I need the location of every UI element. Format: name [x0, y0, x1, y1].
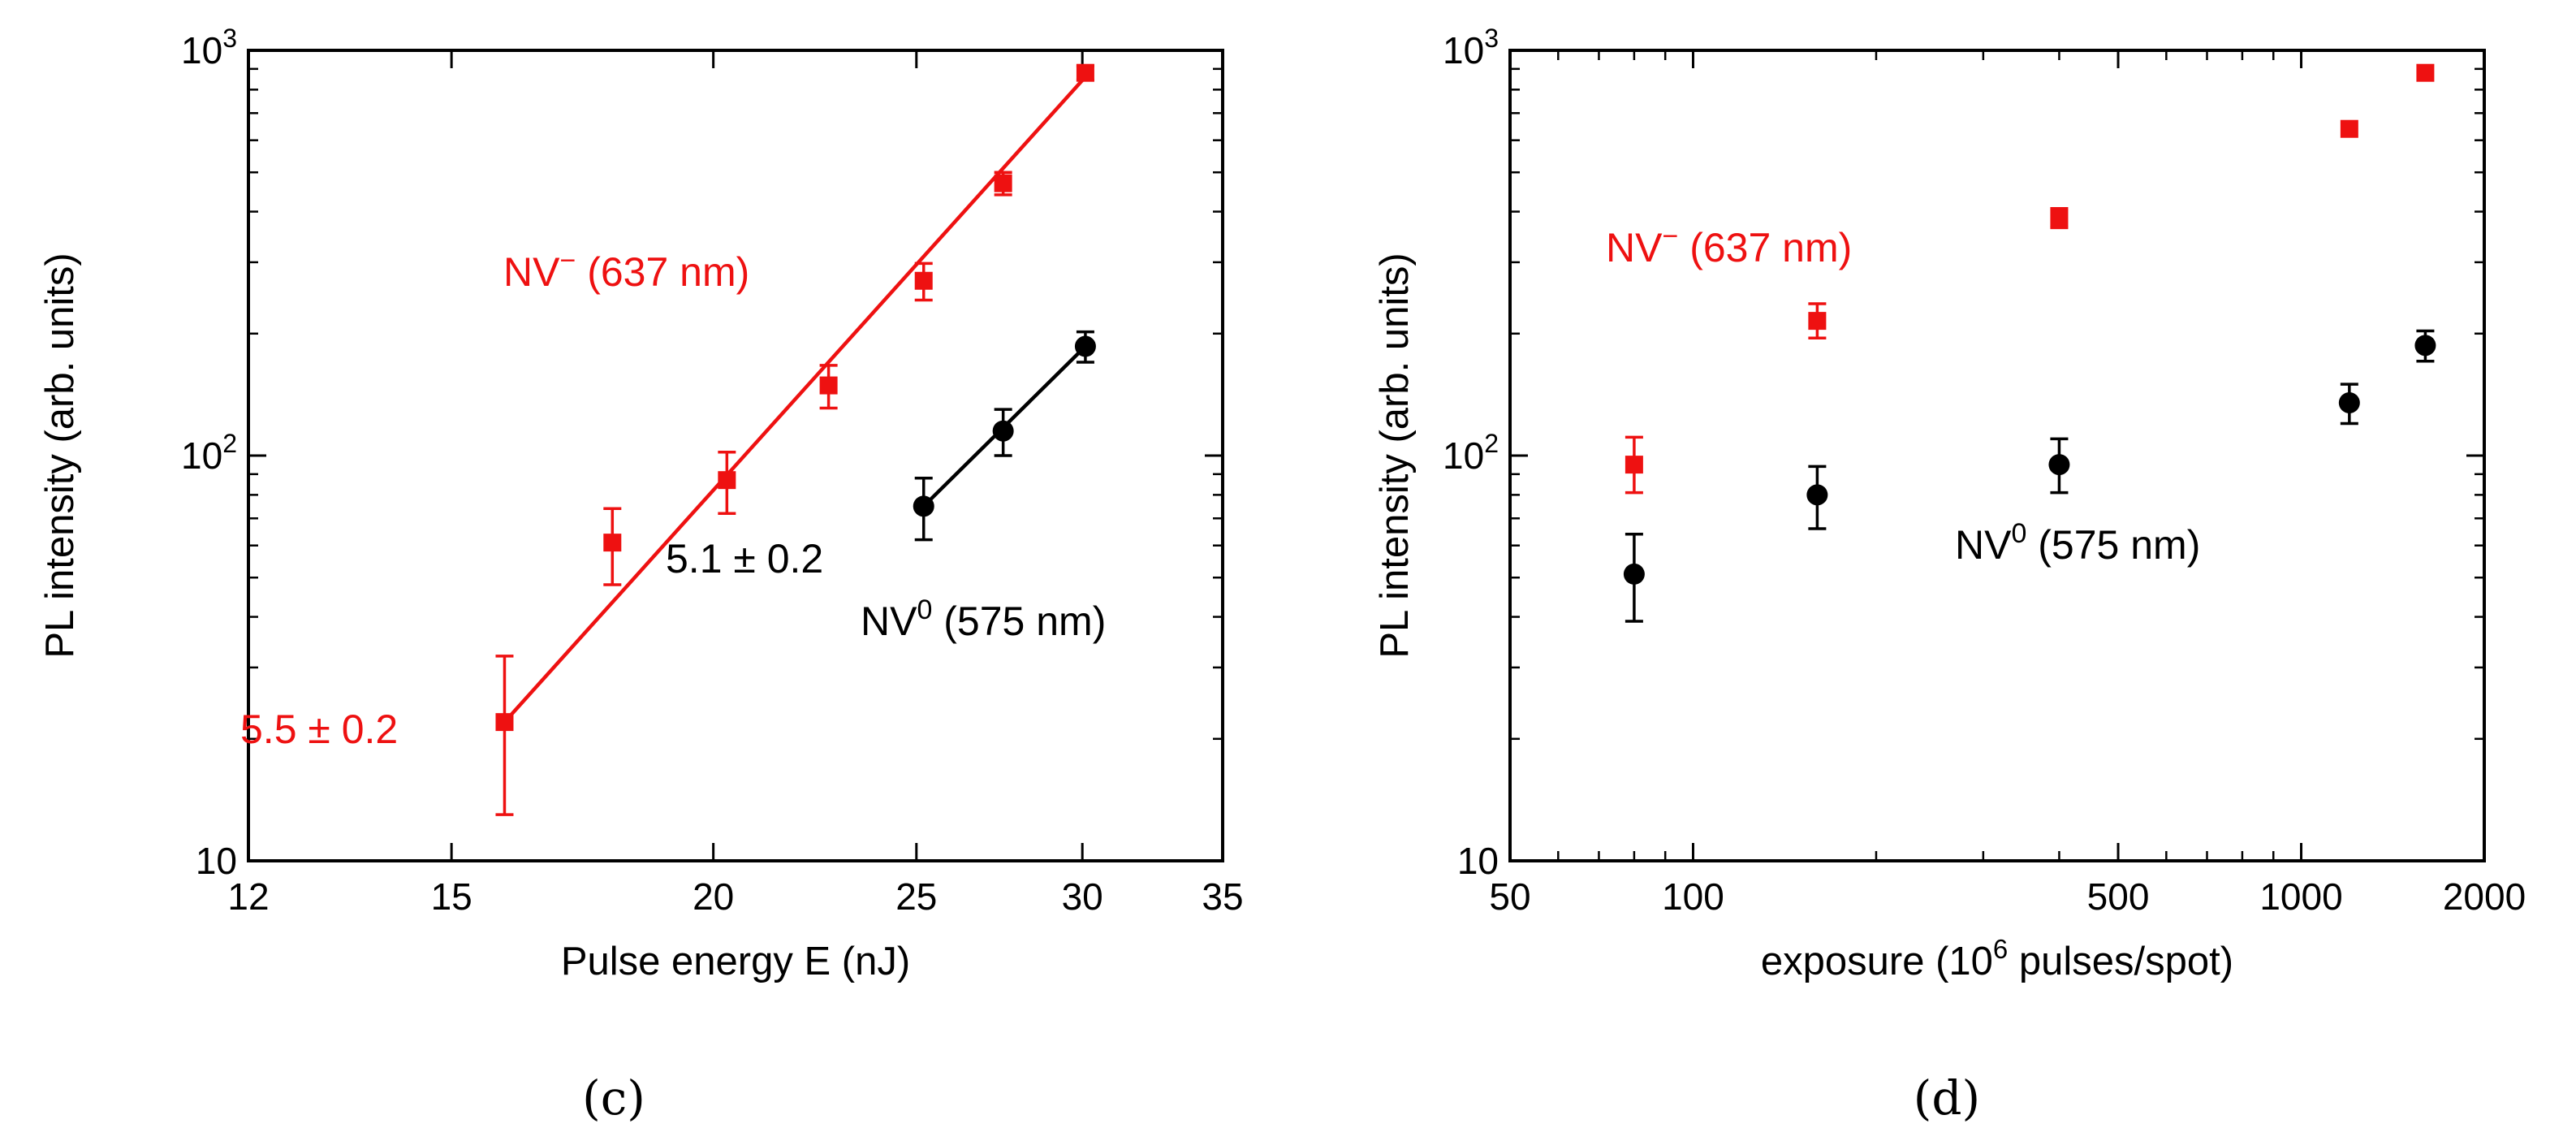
label-nv-zero-c-rest: (575 nm): [932, 599, 1106, 644]
x-tick-label: 12: [227, 875, 269, 918]
x-tick-labels-c: 12 15 20 25 30 35: [227, 875, 1243, 918]
x-axis-title-d: exposure (106 pulses/spot): [1761, 934, 2233, 983]
data-point-square: [994, 174, 1012, 192]
data-point-circle: [2048, 454, 2070, 476]
label-nv-zero-c-main: NV: [861, 599, 917, 644]
x-tick-label: 25: [895, 875, 937, 918]
label-nv-minus-c: NV− (637 nm): [503, 245, 749, 295]
x-tick-label: 30: [1062, 875, 1103, 918]
x-tick-label: 20: [693, 875, 734, 918]
data-point-circle: [2338, 391, 2360, 413]
x-axis-title-c: Pulse energy E (nJ): [561, 940, 910, 983]
x-axis-title-d-rest: pulses/spot): [2008, 940, 2233, 983]
x-tick-label: 100: [1662, 875, 1724, 918]
tick-marks-d: [1508, 49, 2486, 862]
label-nv-zero-d-sup: 0: [2011, 518, 2026, 549]
label-nv-zero-d-main: NV: [1955, 522, 2012, 568]
data-point-square: [2416, 63, 2435, 82]
y-axis-title-d: PL intensity (arb. units): [1373, 253, 1417, 658]
x-tick-label: 500: [2087, 875, 2150, 918]
data-point-square: [1076, 63, 1094, 82]
fit-exponent-nv-zero: 5.1 ± 0.2: [666, 536, 823, 581]
label-nv-zero-c: NV0 (575 nm): [861, 594, 1106, 644]
data-point-square: [603, 534, 622, 552]
data-point-square: [718, 471, 736, 490]
x-tick-label: 50: [1489, 875, 1530, 918]
y-tick-label: 102: [1443, 429, 1499, 477]
label-nv-minus-c-rest: (637 nm): [576, 249, 749, 295]
y-tick-label-exp: 3: [1484, 24, 1499, 53]
data-point-circle: [913, 495, 934, 517]
panel-label-d: (d): [1914, 1070, 1980, 1126]
y-tick-label: 102: [181, 429, 237, 477]
y-tick-label: 103: [1443, 24, 1499, 71]
y-tick-label: 10: [1457, 840, 1499, 882]
label-nv-minus-c-main: NV: [503, 249, 560, 295]
x-tick-label: 2000: [2443, 875, 2526, 918]
y-tick-label-base: 10: [1443, 434, 1484, 477]
data-point-square: [2050, 209, 2069, 227]
panel-label-c: (c): [582, 1070, 645, 1126]
data-point-circle: [2414, 335, 2436, 357]
label-nv-minus-d-rest: (637 nm): [1678, 225, 1852, 270]
x-axis-title-d-main: exposure (10: [1761, 940, 1993, 983]
fit-exponent-nv-minus: 5.5 ± 0.2: [240, 707, 398, 752]
data-marks-c: [495, 63, 1096, 816]
y-tick-label-base: 10: [181, 434, 222, 477]
y-tick-label: 103: [181, 24, 237, 71]
data-point-square: [2340, 119, 2358, 138]
x-tick-label: 35: [1202, 875, 1243, 918]
data-point-square: [1625, 456, 1643, 474]
data-point-circle: [1623, 563, 1645, 585]
plot-frame-d: [1508, 49, 2486, 862]
fit-line: [503, 76, 1087, 724]
label-nv-minus-d-main: NV: [1606, 225, 1663, 270]
y-tick-label-base: 10: [1443, 29, 1484, 71]
y-tick-label: 10: [196, 840, 237, 882]
x-axis-title-d-sup: 6: [1993, 934, 2008, 964]
data-point-circle: [1074, 335, 1096, 357]
data-point-square: [819, 376, 838, 395]
data-point-circle: [992, 420, 1014, 442]
y-axis-title-c: PL intensity (arb. units): [38, 253, 82, 658]
y-tick-label-exp: 2: [1484, 429, 1499, 458]
x-tick-labels-d: 50 100 500 1000 2000: [1489, 875, 2526, 918]
label-nv-zero-d-rest: (575 nm): [2026, 522, 2200, 568]
label-nv-minus-c-sup: −: [559, 245, 576, 276]
y-tick-label-exp: 2: [222, 429, 237, 458]
label-nv-zero-d: NV0 (575 nm): [1955, 518, 2200, 568]
y-tick-label-exp: 3: [222, 24, 237, 53]
data-point-square: [495, 713, 514, 732]
data-marks-d: [1623, 63, 2436, 623]
data-point-circle: [1806, 484, 1828, 506]
label-nv-zero-c-sup: 0: [917, 594, 932, 625]
label-nv-minus-d-sup: −: [1662, 221, 1678, 252]
label-nv-minus-d: NV− (637 nm): [1606, 221, 1852, 270]
data-point-square: [914, 271, 933, 290]
data-point-square: [1808, 312, 1827, 331]
y-tick-label-base: 10: [181, 29, 222, 71]
x-tick-label: 1000: [2259, 875, 2342, 918]
x-tick-label: 15: [431, 875, 472, 918]
